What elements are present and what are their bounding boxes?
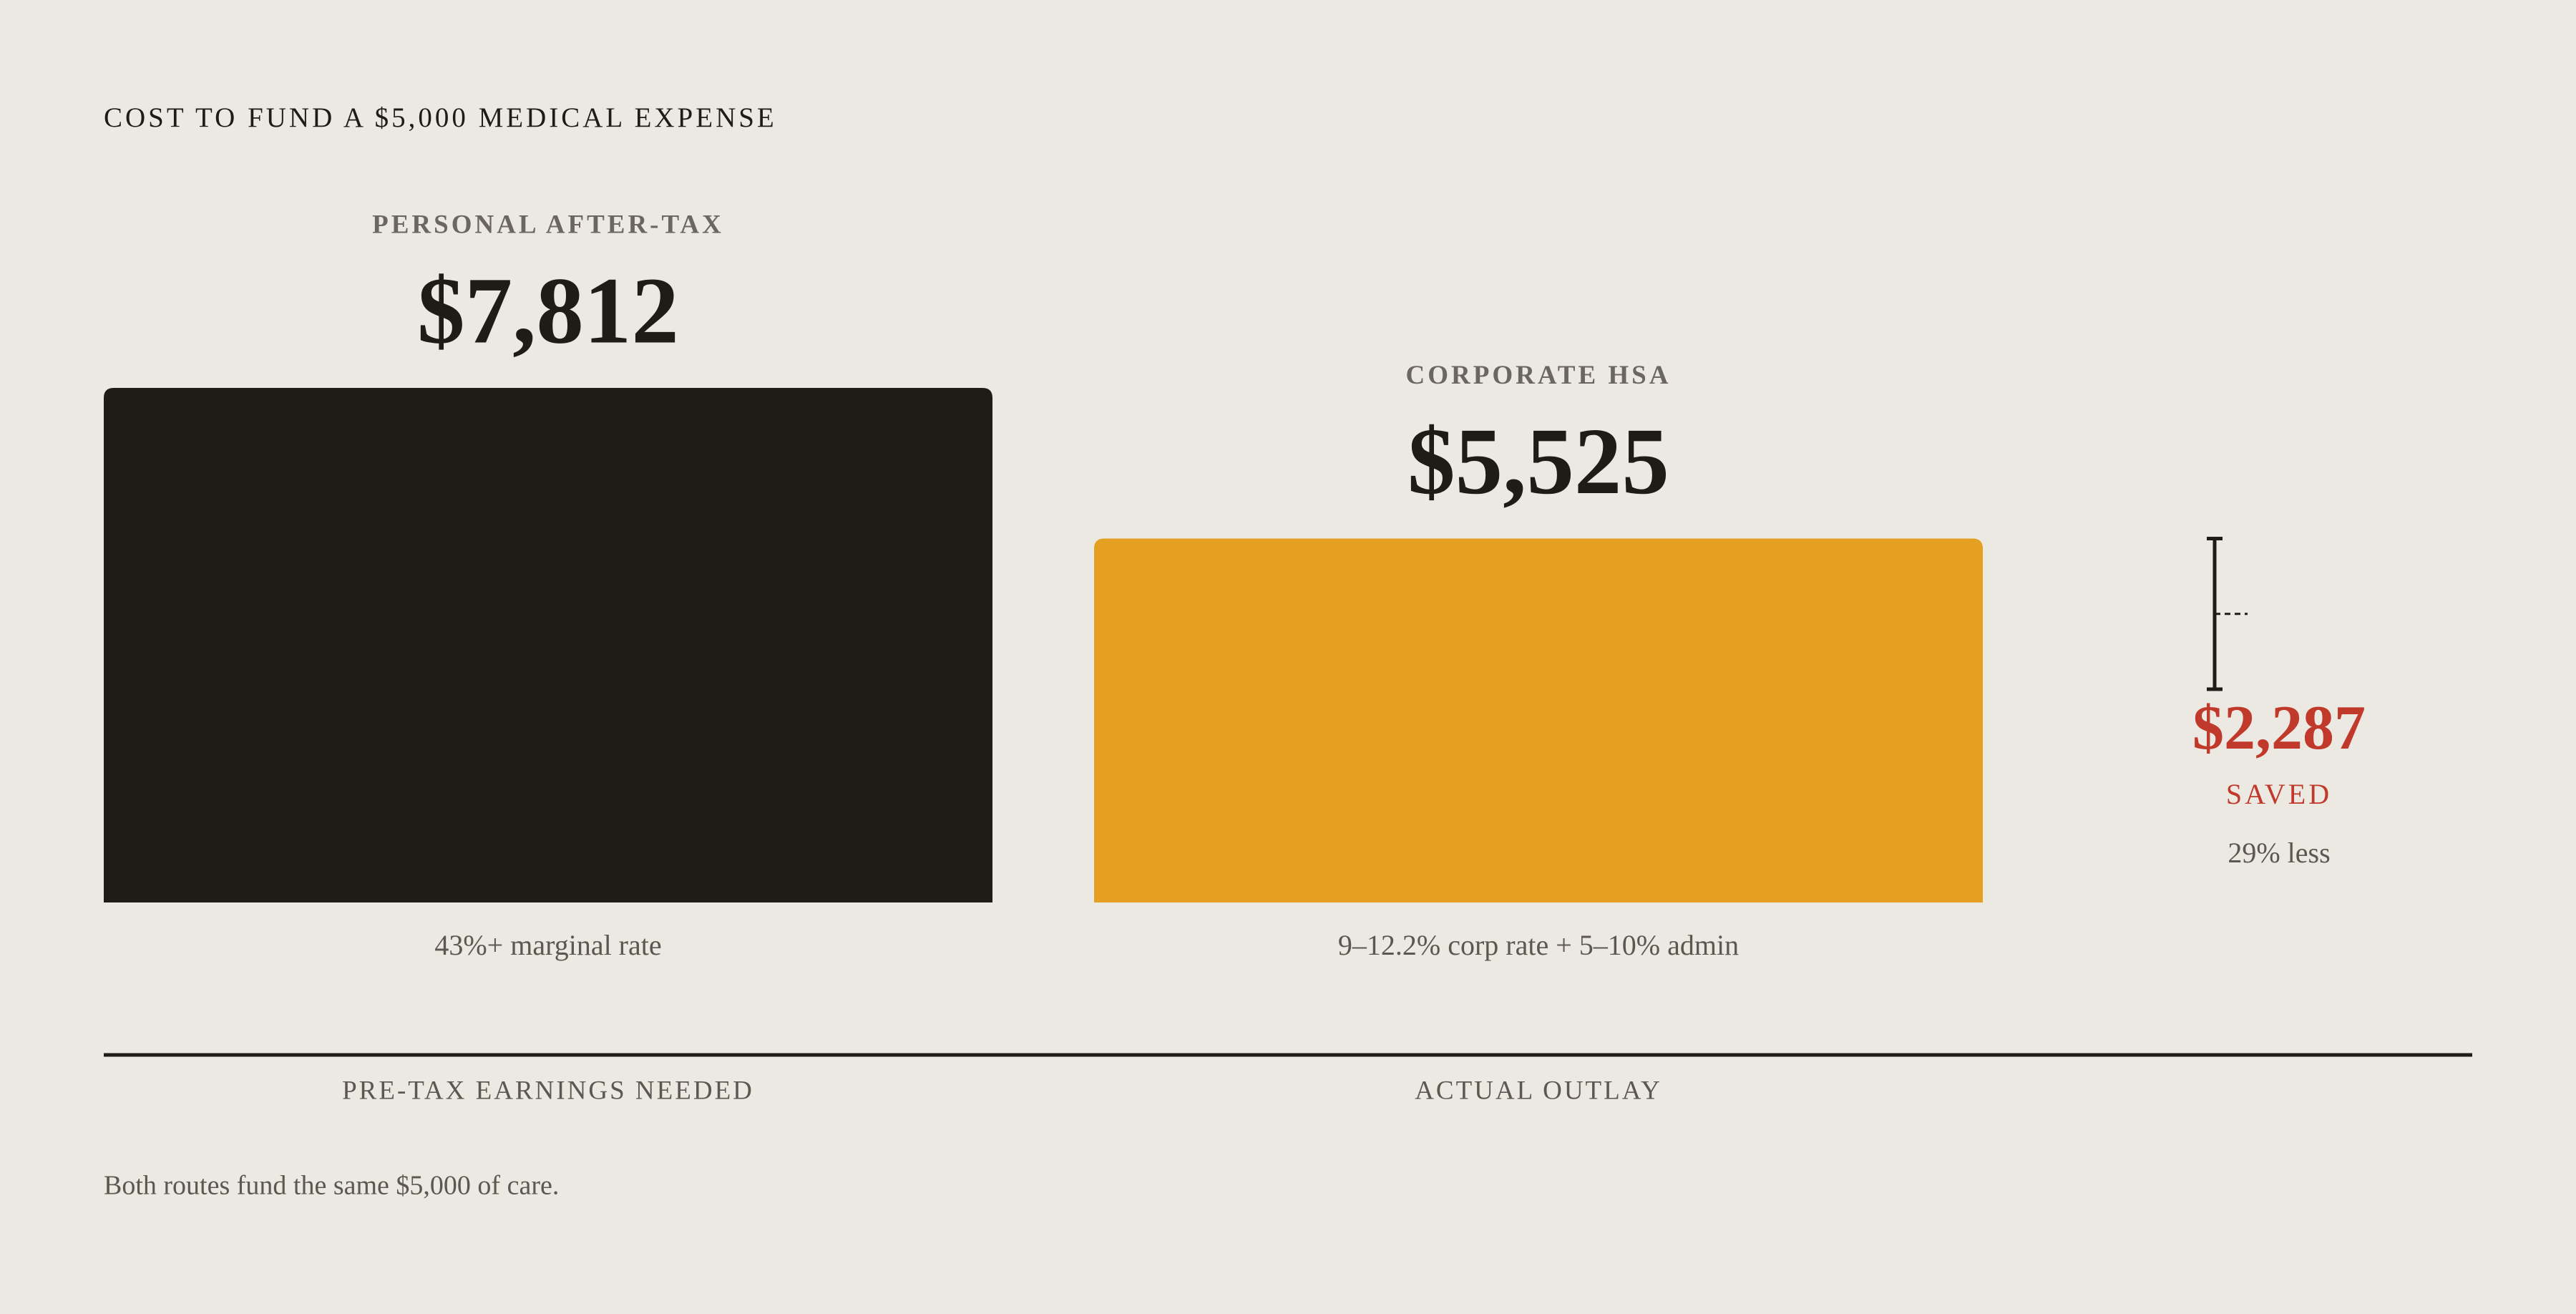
axis-label: PRE-TAX EARNINGS NEEDED [342,1076,754,1105]
chart-title: COST TO FUND A $5,000 MEDICAL EXPENSE [104,102,777,133]
bar-value-label: $5,525 [1407,408,1669,514]
bar-value-label: $7,812 [417,258,679,364]
savings-value: $2,287 [2192,694,2366,763]
footnote: Both routes fund the same $5,000 of care… [104,1171,559,1201]
bar [104,388,992,902]
bar-note: 43%+ marginal rate [434,929,661,961]
axis-label: ACTUAL OUTLAY [1415,1076,1662,1105]
bar-note: 9–12.2% corp rate + 5–10% admin [1338,929,1739,961]
category-label: CORPORATE HSA [1406,361,1672,390]
savings-label: SAVED [2226,778,2332,810]
bar [1094,538,1983,902]
category-label: PERSONAL AFTER-TAX [372,210,724,239]
savings-note: 29% less [2228,837,2330,869]
